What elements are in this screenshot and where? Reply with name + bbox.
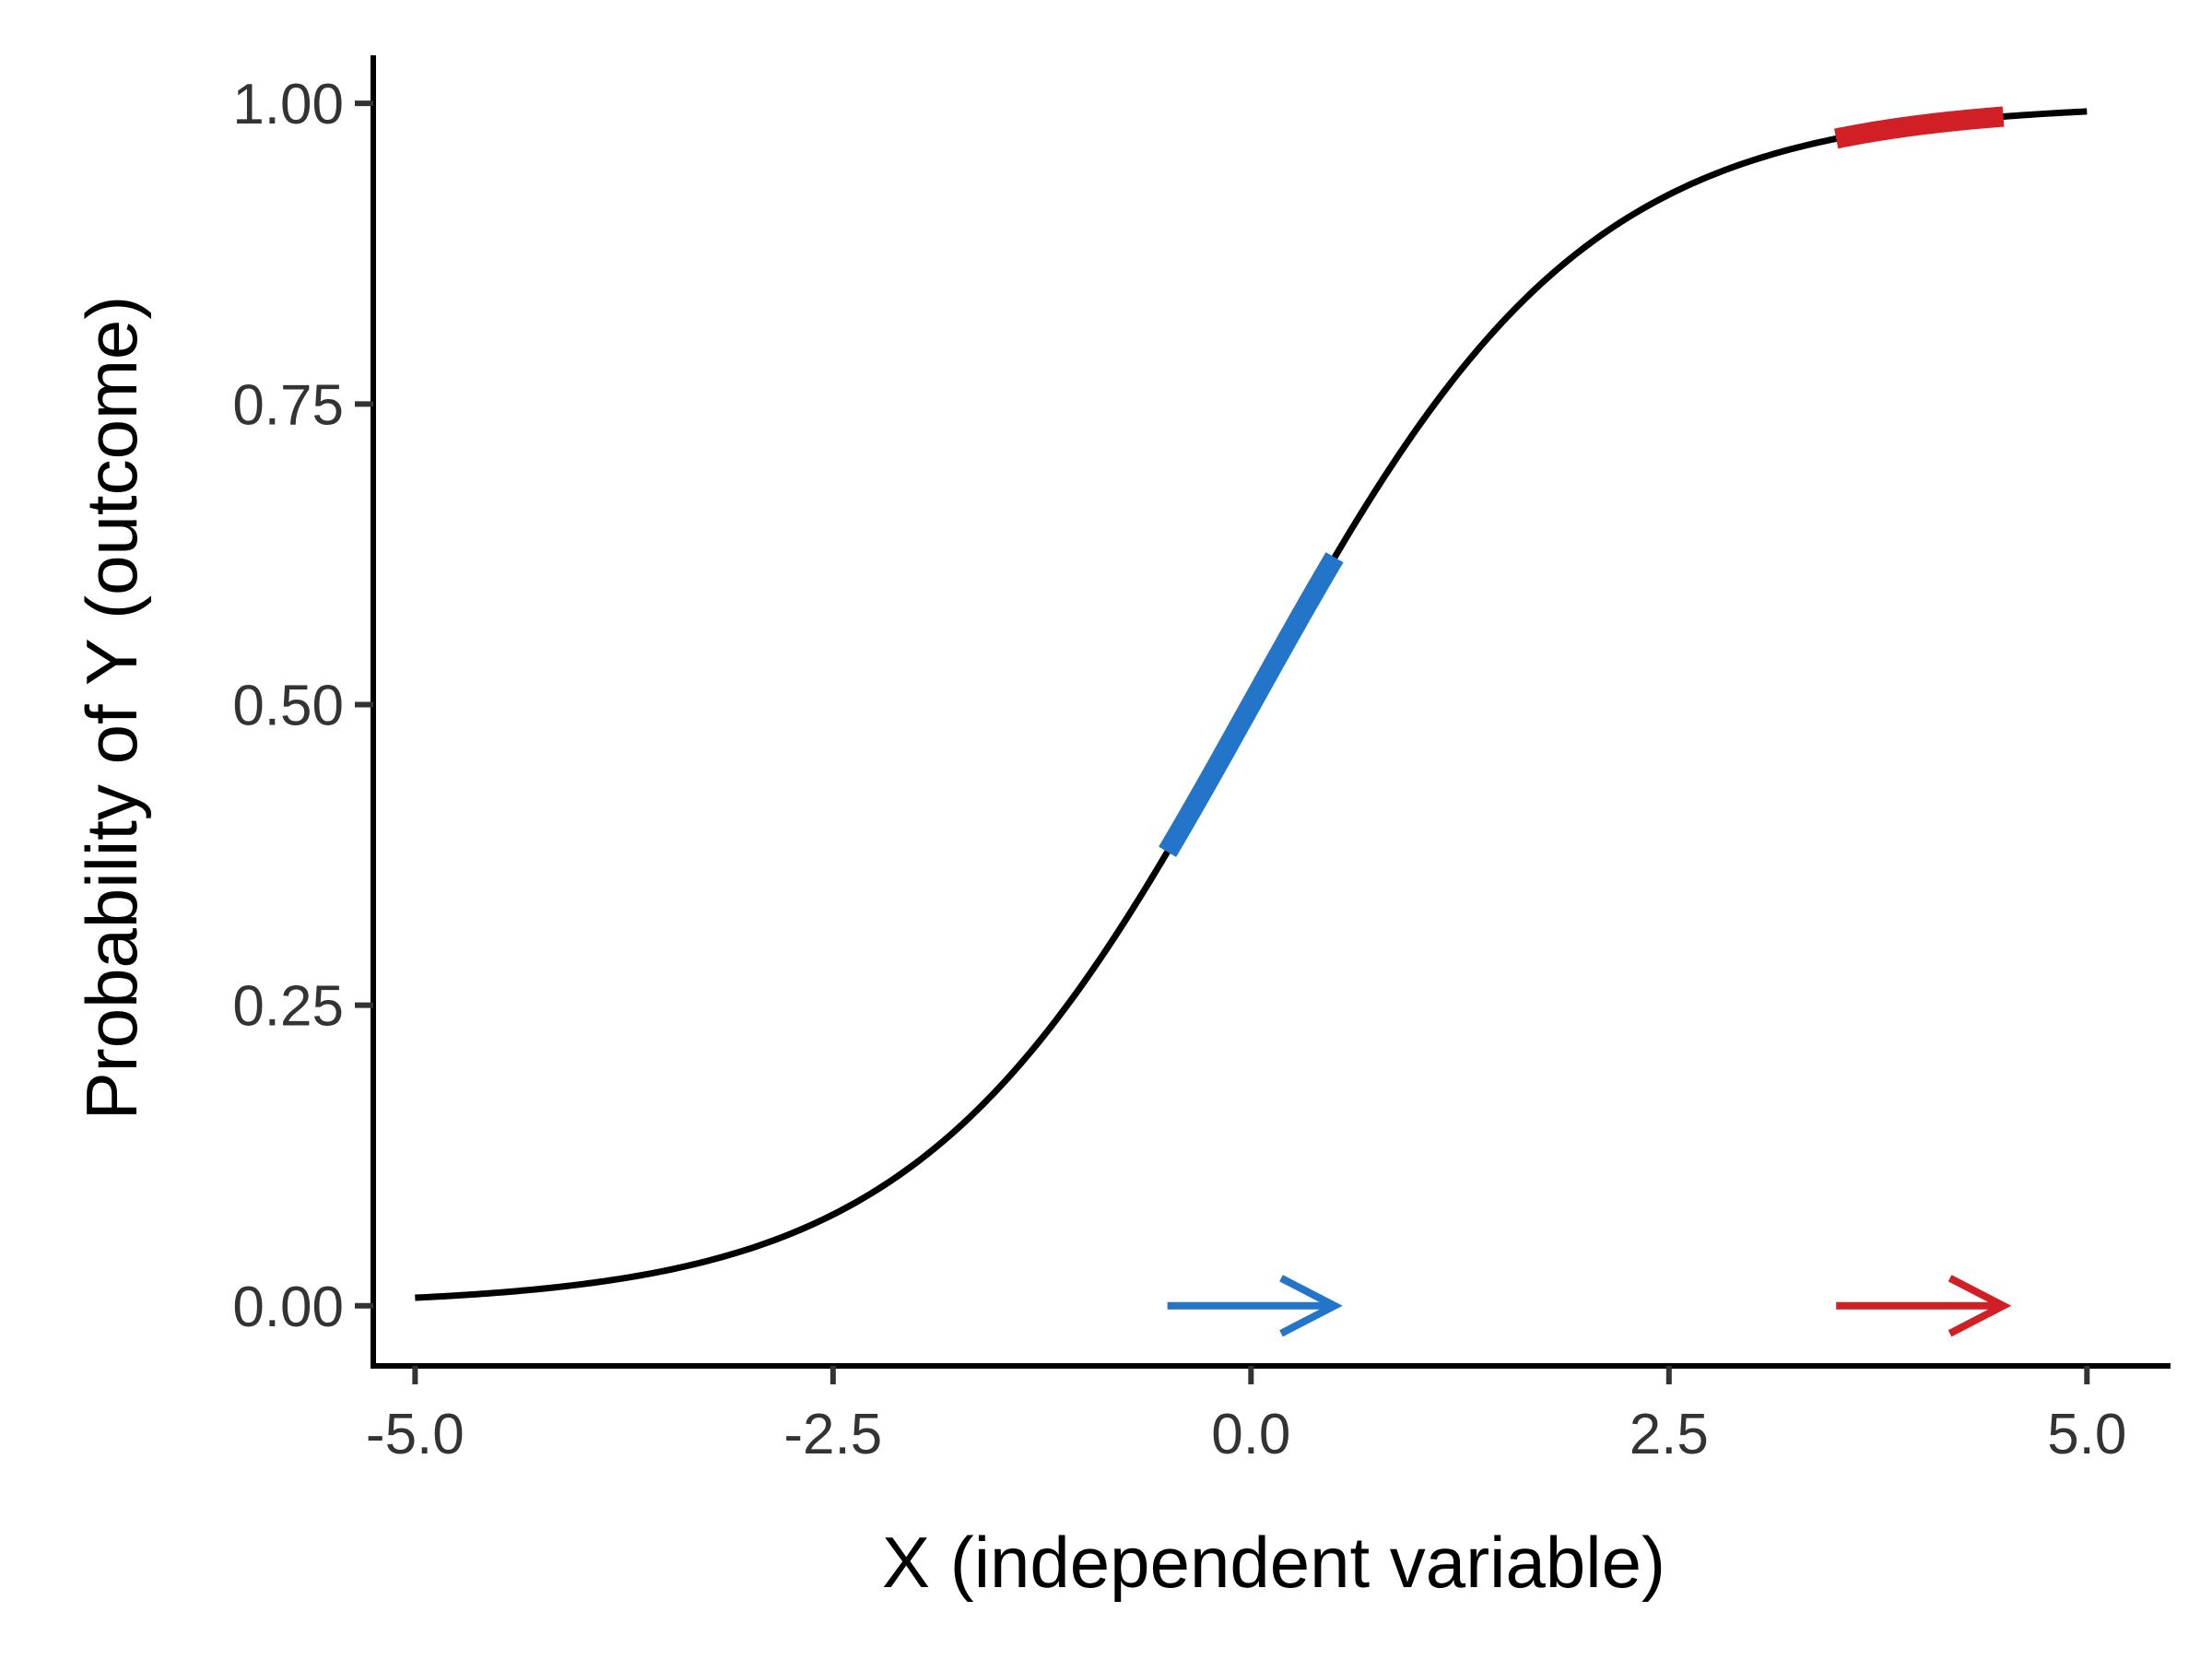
highlight-segment-center [1159, 552, 1344, 857]
axes [371, 55, 2171, 1369]
x-tick-label: -5.0 [366, 1403, 465, 1466]
y-tick-label: 1.00 [232, 73, 344, 136]
y-tick-label: 0.75 [232, 373, 344, 437]
y-axis-title: Probability of Y (outcome) [71, 296, 152, 1121]
arrow-tail [1836, 1275, 2012, 1337]
arrow-center [1167, 1275, 1343, 1337]
arrows [1167, 1275, 2012, 1337]
y-tick-label: 0.50 [232, 674, 344, 737]
arrow-head [1279, 1275, 1343, 1337]
x-axis-title: X (independent variable) [882, 1522, 1665, 1603]
highlight-segment-tail [1834, 106, 2005, 149]
x-tick-label: 2.5 [1630, 1403, 1709, 1466]
x-tick-label: -2.5 [783, 1403, 882, 1466]
y-tick-label: 0.00 [232, 1276, 344, 1339]
y-ticks: 0.00 0.25 0.50 0.75 1.00 [232, 73, 373, 1339]
y-tick-label: 0.25 [232, 975, 344, 1039]
x-tick-label: 0.0 [1211, 1403, 1290, 1466]
x-tick-label: 5.0 [2047, 1403, 2126, 1466]
arrow-head [1947, 1275, 2012, 1337]
x-ticks: -5.0 -2.5 0.0 2.5 5.0 [366, 1366, 2126, 1466]
highlights [1159, 106, 2005, 857]
